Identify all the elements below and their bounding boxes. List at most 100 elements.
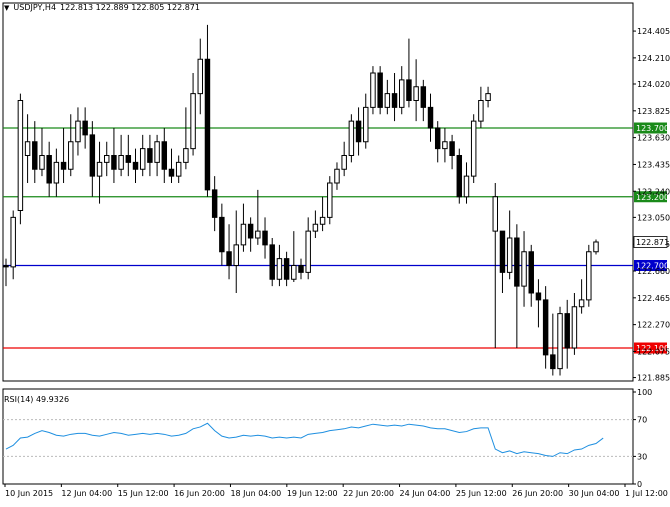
candle-body bbox=[240, 223, 247, 246]
candle-body bbox=[420, 86, 427, 108]
candle-body bbox=[593, 241, 599, 253]
candle-body bbox=[204, 58, 211, 191]
time-tick-label: 18 Jun 04:00 bbox=[230, 489, 281, 498]
candle-body bbox=[564, 313, 570, 349]
price-tick-label: 124.210 bbox=[637, 54, 670, 63]
price-tick-label: 123.435 bbox=[637, 160, 670, 169]
candle-body bbox=[327, 182, 333, 218]
candle-body bbox=[499, 230, 506, 273]
candle-body bbox=[399, 79, 405, 108]
candle-body bbox=[39, 155, 45, 170]
price-tick-label: 123.240 bbox=[637, 187, 670, 196]
candle-body bbox=[550, 354, 556, 370]
candle-body bbox=[3, 265, 9, 268]
candle-body bbox=[10, 216, 16, 268]
candle-body bbox=[247, 223, 254, 239]
candle-body bbox=[492, 196, 498, 232]
level-label: 123.700 bbox=[636, 124, 669, 133]
candle-body bbox=[298, 265, 304, 273]
ohlc-readout: 122.813 122.889 122.805 122.871 bbox=[60, 3, 200, 12]
rsi-line bbox=[5, 422, 604, 457]
candle-body bbox=[262, 230, 268, 246]
candle-body bbox=[17, 100, 24, 211]
level-label-box bbox=[634, 191, 667, 203]
time-tick-label: 15 Jun 12:00 bbox=[118, 489, 169, 498]
level-label-box bbox=[634, 260, 667, 271]
candle-body bbox=[478, 100, 484, 122]
candle-body bbox=[96, 161, 103, 177]
time-tick-label: 25 Jun 12:00 bbox=[456, 489, 507, 498]
candle-body bbox=[132, 161, 139, 170]
rsi-panel-frame bbox=[2, 388, 634, 485]
candle-body bbox=[557, 313, 563, 370]
level-label: 123.200 bbox=[636, 193, 669, 202]
candle-body bbox=[391, 93, 398, 108]
candle-body bbox=[470, 120, 477, 177]
candle-body bbox=[183, 148, 189, 163]
level-label-box bbox=[634, 122, 667, 134]
candle-body bbox=[586, 251, 592, 301]
candle-body bbox=[197, 58, 203, 95]
candle-body bbox=[269, 244, 275, 280]
time-tick-label: 24 Jun 04:00 bbox=[400, 489, 451, 498]
price-tick-label: 121.885 bbox=[637, 374, 670, 383]
candle-body bbox=[341, 155, 347, 170]
candle-body bbox=[32, 141, 38, 170]
level-label: 122.100 bbox=[636, 344, 669, 353]
candle-body bbox=[370, 72, 376, 108]
triangle-down-icon[interactable]: ▼ bbox=[4, 3, 10, 12]
candle-body bbox=[283, 258, 290, 280]
candle-body bbox=[319, 216, 326, 225]
rsi-tick-label: 100 bbox=[637, 388, 652, 397]
price-tick-label: 123.630 bbox=[637, 134, 670, 143]
time-tick-label: 22 Jun 20:00 bbox=[343, 489, 394, 498]
candle-body bbox=[442, 141, 448, 150]
current-price-label: 122.871 bbox=[636, 238, 669, 247]
candle-body bbox=[456, 155, 463, 198]
candle-body bbox=[211, 189, 218, 218]
candle-body bbox=[219, 216, 225, 253]
candle-body bbox=[118, 155, 124, 170]
price-tick-label: 122.660 bbox=[637, 267, 670, 276]
price-tick-label: 122.465 bbox=[637, 294, 670, 303]
candle-body bbox=[46, 155, 52, 184]
candle-body bbox=[506, 237, 513, 273]
candle-body bbox=[89, 134, 96, 177]
candle-body bbox=[528, 251, 534, 294]
candle-body bbox=[190, 93, 196, 150]
current-price-box bbox=[633, 236, 668, 248]
rsi-tick-label: 0 bbox=[637, 480, 642, 489]
candle-body bbox=[147, 148, 153, 163]
chart-title: ▼ USDJPY,H4 122.813 122.889 122.805 122.… bbox=[4, 3, 200, 12]
candle-body bbox=[348, 120, 355, 156]
candle-body bbox=[571, 306, 578, 349]
candle-body bbox=[578, 299, 585, 308]
candle-body bbox=[111, 155, 117, 170]
rsi-tick-label: 70 bbox=[637, 416, 647, 425]
candle-body bbox=[355, 120, 362, 143]
rsi-label: RSI(14) 49.9326 bbox=[4, 395, 70, 404]
price-tick-label: 124.405 bbox=[637, 27, 670, 36]
candle-body bbox=[334, 168, 340, 184]
time-tick-label: 19 Jun 12:00 bbox=[287, 489, 338, 498]
rsi-tick-label: 30 bbox=[637, 452, 647, 461]
candle-body bbox=[24, 141, 31, 156]
time-tick-label: 12 Jun 04:00 bbox=[61, 489, 112, 498]
candle-body bbox=[233, 244, 239, 266]
candle-body bbox=[463, 175, 470, 198]
time-tick-label: 1 Jul 12:00 bbox=[625, 489, 668, 498]
candle-body bbox=[53, 161, 60, 184]
time-tick-label: 30 Jun 04:00 bbox=[569, 489, 620, 498]
candle-body bbox=[312, 223, 319, 232]
time-tick-label: 16 Jun 20:00 bbox=[174, 489, 225, 498]
price-tick-label: 124.020 bbox=[637, 80, 670, 89]
price-tick-label: 123.825 bbox=[637, 107, 670, 116]
candle-body bbox=[255, 230, 261, 239]
symbol-label: USDJPY,H4 bbox=[13, 3, 57, 12]
price-tick-label: 122.075 bbox=[637, 347, 670, 356]
candle-body bbox=[434, 127, 441, 150]
candle-body bbox=[104, 155, 110, 163]
candle-body bbox=[406, 79, 412, 101]
candle-body bbox=[427, 106, 434, 129]
